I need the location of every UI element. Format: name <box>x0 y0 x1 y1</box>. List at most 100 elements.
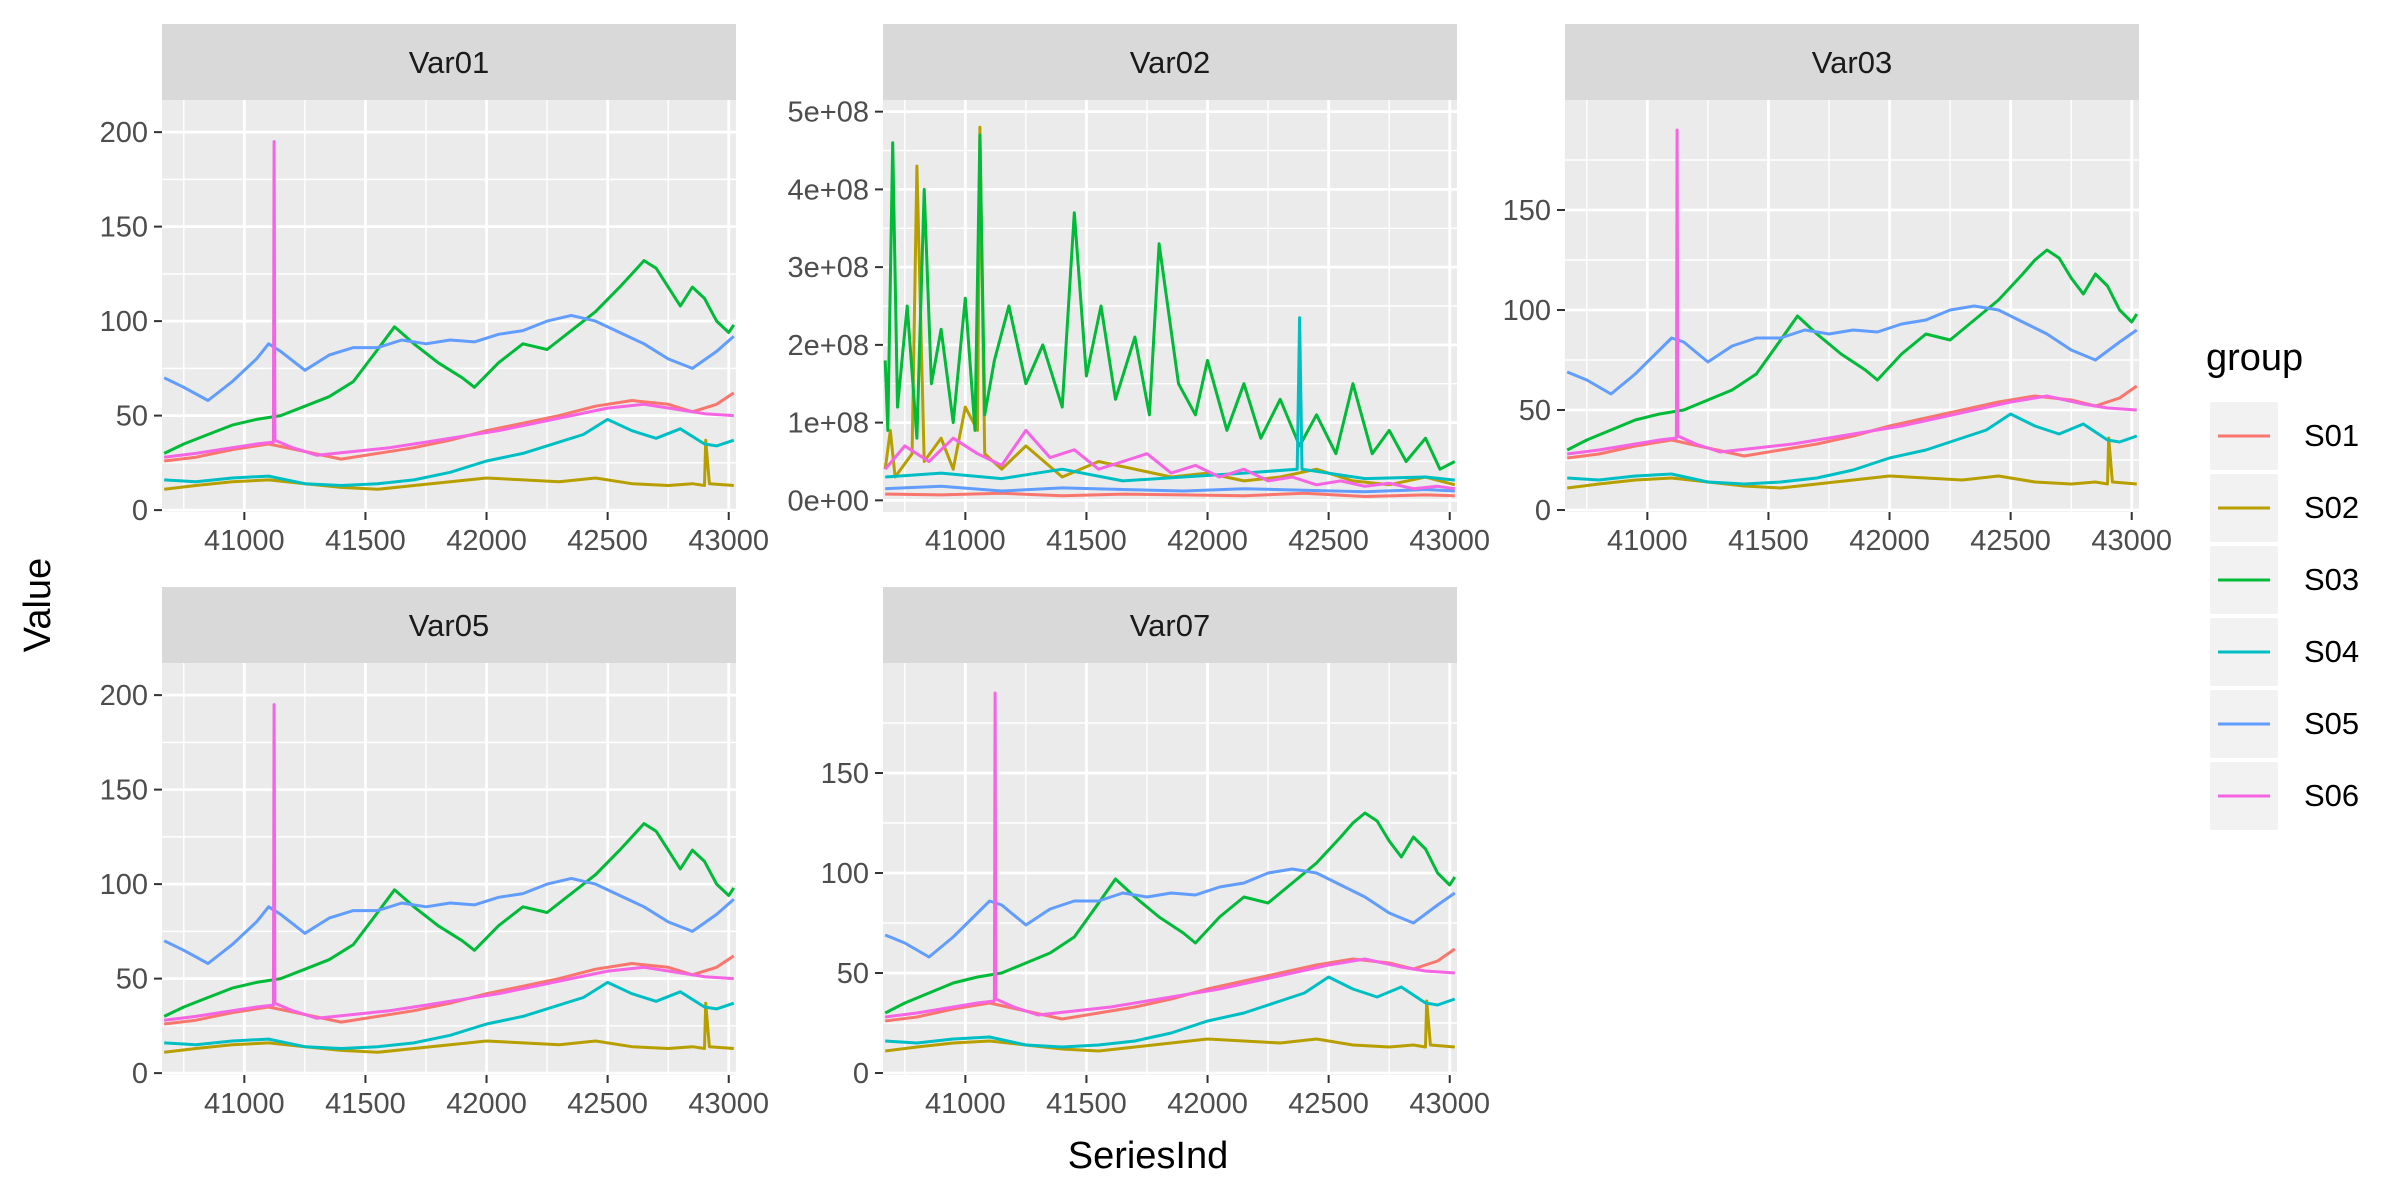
legend-label: S02 <box>2304 490 2359 525</box>
y-axis-label: Value <box>17 558 59 652</box>
facet-strip <box>162 24 736 100</box>
legend-keys: S01 S02 S03 S04 S05 S06 <box>2210 402 2359 830</box>
series-line-S04 <box>164 417 735 487</box>
series-line-S04 <box>1567 412 2138 486</box>
y-tick-label: 50 <box>116 401 148 433</box>
y-tick-label: 150 <box>821 758 869 790</box>
series-line-S06 <box>164 703 734 1022</box>
legend-label: S04 <box>2304 634 2359 669</box>
y-tick-label: 50 <box>1519 395 1551 427</box>
legend-item-S05: S05 <box>2210 690 2359 758</box>
facet-title: Var03 <box>1812 45 1892 80</box>
facet-Var02: Var02 41000 41500 42000 42500 43000 0e+00 1e+08… <box>788 24 1490 557</box>
x-axis-label: SeriesInd <box>1068 1135 1229 1177</box>
y-tick-label: 2e+08 <box>788 330 869 362</box>
legend-item-S03: S03 <box>2210 546 2359 614</box>
legend-item-S06: S06 <box>2210 762 2359 830</box>
y-tick-label: 4e+08 <box>788 174 869 206</box>
y-tick-label: 0 <box>132 1058 148 1090</box>
x-tick-label: 41500 <box>1728 525 1809 557</box>
legend-label: S06 <box>2304 778 2359 813</box>
legend-label: S05 <box>2304 706 2359 741</box>
y-tick-label: 3e+08 <box>788 252 869 284</box>
series-line-S03 <box>163 259 736 455</box>
legend-label: S01 <box>2304 418 2359 453</box>
x-tick-label: 41000 <box>1607 525 1688 557</box>
x-tick-label: 41500 <box>1046 525 1127 557</box>
legend-item-S04: S04 <box>2210 618 2359 686</box>
facet-Var07: Var07 41000 41500 42000 42500 43000 0 50 100 150 <box>821 587 1490 1120</box>
series-line-S05 <box>884 867 1456 959</box>
x-tick-label: 42500 <box>1970 525 2051 557</box>
series-line-S03 <box>883 133 1456 471</box>
facet-title: Var07 <box>1130 608 1210 643</box>
series-line-S05 <box>885 484 1455 494</box>
x-tick-label: 41000 <box>925 525 1006 557</box>
x-tick-label: 42500 <box>567 525 648 557</box>
y-tick-label: 5e+08 <box>788 97 869 129</box>
x-tick-label: 43000 <box>688 525 769 557</box>
series-line-S05 <box>163 313 735 402</box>
y-tick-label: 1e+08 <box>788 408 869 440</box>
x-tick-label: 43000 <box>1409 1088 1490 1120</box>
y-tick-label: 0 <box>853 1058 869 1090</box>
x-tick-label: 41500 <box>325 1088 406 1120</box>
x-tick-label: 42000 <box>446 1088 527 1120</box>
x-tick-label: 41000 <box>204 1088 285 1120</box>
facet-strip <box>162 587 736 663</box>
facet-title: Var02 <box>1130 45 1210 80</box>
x-tick-label: 41500 <box>1046 1088 1127 1120</box>
series-line-S02 <box>1567 436 2137 490</box>
x-tick-label: 41000 <box>204 525 285 557</box>
series-line-S06 <box>1567 128 2137 456</box>
y-tick-label: 50 <box>837 958 869 990</box>
series-line-S04 <box>885 316 1455 483</box>
x-tick-label: 43000 <box>688 1088 769 1120</box>
series-line-S03 <box>1566 248 2139 452</box>
y-tick-label: 100 <box>1503 295 1551 327</box>
legend-title: group <box>2206 337 2303 379</box>
facet-title: Var05 <box>409 608 489 643</box>
y-tick-label: 150 <box>100 212 148 244</box>
x-tick-label: 41000 <box>925 1088 1006 1120</box>
x-tick-label: 42500 <box>1288 1088 1369 1120</box>
facet-Var01: Var01 41000 41500 42000 42500 43000 0 50 100 150 2… <box>100 24 769 557</box>
facet-Var03: Var03 41000 41500 42000 42500 43000 0 50 100 150 <box>1503 24 2172 557</box>
series-line-S06 <box>885 691 1455 1019</box>
x-tick-label: 43000 <box>1409 525 1490 557</box>
y-tick-label: 100 <box>821 858 869 890</box>
legend-item-S01: S01 <box>2210 402 2359 470</box>
y-tick-label: 200 <box>100 680 148 712</box>
x-tick-label: 41500 <box>325 525 406 557</box>
x-tick-label: 42000 <box>1849 525 1930 557</box>
y-tick-label: 200 <box>100 117 148 149</box>
series-line-S05 <box>163 876 735 965</box>
x-tick-label: 42500 <box>1288 525 1369 557</box>
series-line-S06 <box>884 428 1456 491</box>
series-line-S02 <box>164 1001 734 1054</box>
panel-background <box>1565 100 2139 512</box>
y-tick-label: 0 <box>132 495 148 527</box>
x-tick-label: 42000 <box>1167 525 1248 557</box>
y-tick-label: 0e+00 <box>788 485 869 517</box>
series-line-S02 <box>885 999 1455 1053</box>
facet-title: Var01 <box>409 45 489 80</box>
y-tick-label: 150 <box>100 775 148 807</box>
series-line-S04 <box>885 975 1456 1049</box>
panel-background <box>162 100 736 512</box>
x-tick-label: 42000 <box>1167 1088 1248 1120</box>
x-tick-label: 42000 <box>446 525 527 557</box>
x-tick-label: 43000 <box>2091 525 2172 557</box>
panel-background <box>883 663 1457 1075</box>
series-line-S03 <box>884 811 1457 1015</box>
series-line-S02 <box>164 438 734 491</box>
x-tick-label: 42500 <box>567 1088 648 1120</box>
panel-background <box>162 663 736 1075</box>
y-tick-label: 100 <box>100 869 148 901</box>
legend: group S01 S02 S03 S04 S05 S06 <box>2206 337 2359 830</box>
legend-item-S02: S02 <box>2210 474 2359 542</box>
facet-Var05: Var05 41000 41500 42000 42500 43000 0 50 100 150 2… <box>100 587 769 1120</box>
legend-label: S03 <box>2304 562 2359 597</box>
y-tick-label: 50 <box>116 964 148 996</box>
